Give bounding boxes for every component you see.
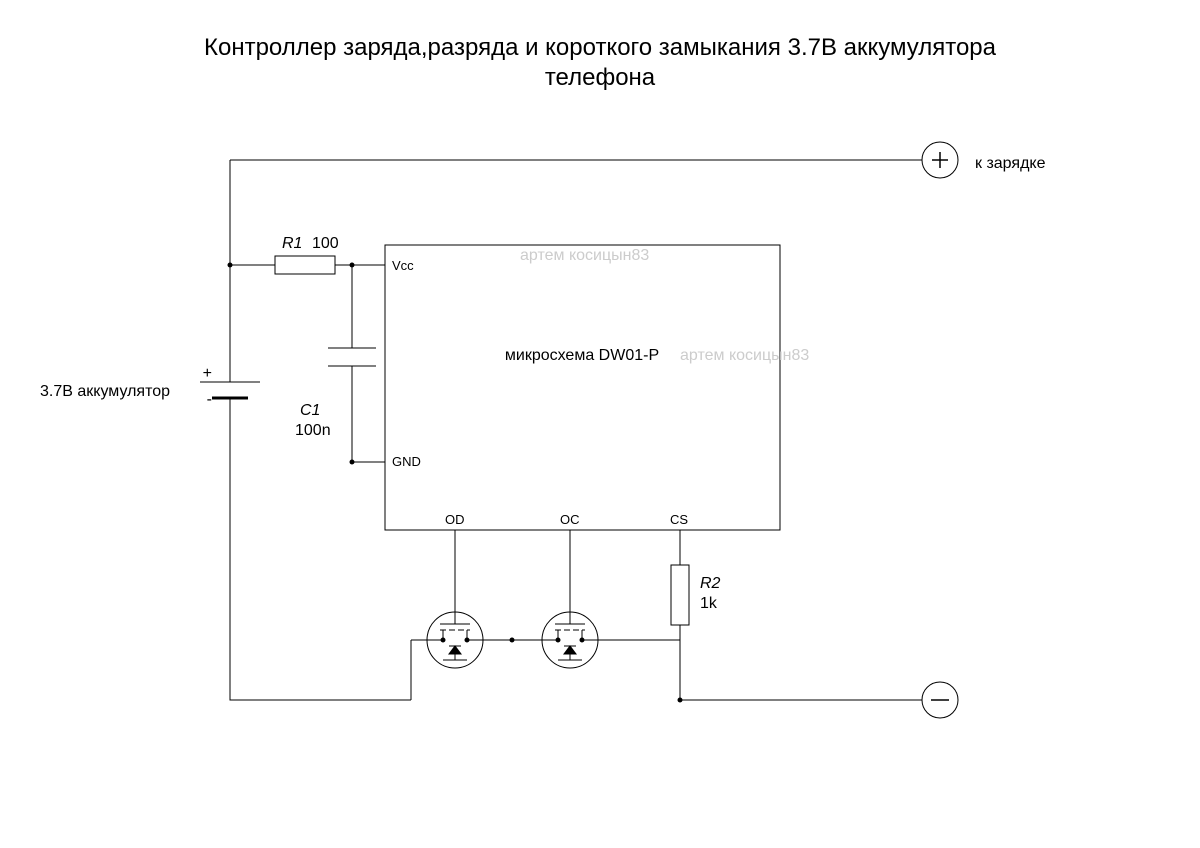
pin-od: OD bbox=[445, 512, 465, 527]
terminal-plus-label: к зарядке bbox=[975, 155, 1046, 172]
c1-ref: C1 bbox=[300, 402, 320, 419]
mosfet-od bbox=[427, 612, 483, 668]
pin-cs: CS bbox=[670, 512, 688, 527]
title-line2: телефона bbox=[545, 64, 656, 91]
title-line1: Контроллер заряда,разряда и короткого за… bbox=[204, 34, 997, 61]
battery-plus: + bbox=[203, 365, 212, 382]
junction-dots bbox=[228, 263, 683, 703]
r1-value: 100 bbox=[312, 235, 339, 252]
resistor-r1: R1 100 bbox=[275, 235, 339, 274]
pin-gnd: GND bbox=[392, 454, 421, 469]
resistor-r2: R2 1k bbox=[671, 565, 721, 625]
c1-value: 100n bbox=[295, 422, 331, 439]
r2-ref: R2 bbox=[700, 575, 721, 592]
battery-label: 3.7В аккумулятор bbox=[40, 383, 170, 400]
terminal-plus: к зарядке bbox=[922, 142, 1046, 178]
capacitor-c1: C1 100n bbox=[295, 348, 376, 439]
watermark-1: артем косицын83 bbox=[520, 247, 649, 264]
pin-vcc: Vcc bbox=[392, 258, 414, 273]
ic-label: микросхема DW01-P bbox=[505, 347, 659, 364]
pin-oc: OC bbox=[560, 512, 580, 527]
terminal-minus bbox=[922, 682, 958, 718]
battery: + - 3.7В аккумулятор bbox=[40, 365, 260, 408]
ic-dw01p: микросхема DW01-P Vcc GND OD OC CS bbox=[385, 245, 780, 530]
watermark-2: артем косицын83 bbox=[680, 347, 809, 364]
r1-ref: R1 bbox=[282, 235, 302, 252]
mosfet-oc bbox=[542, 612, 598, 668]
r2-value: 1k bbox=[700, 595, 718, 612]
battery-minus: - bbox=[207, 391, 212, 408]
